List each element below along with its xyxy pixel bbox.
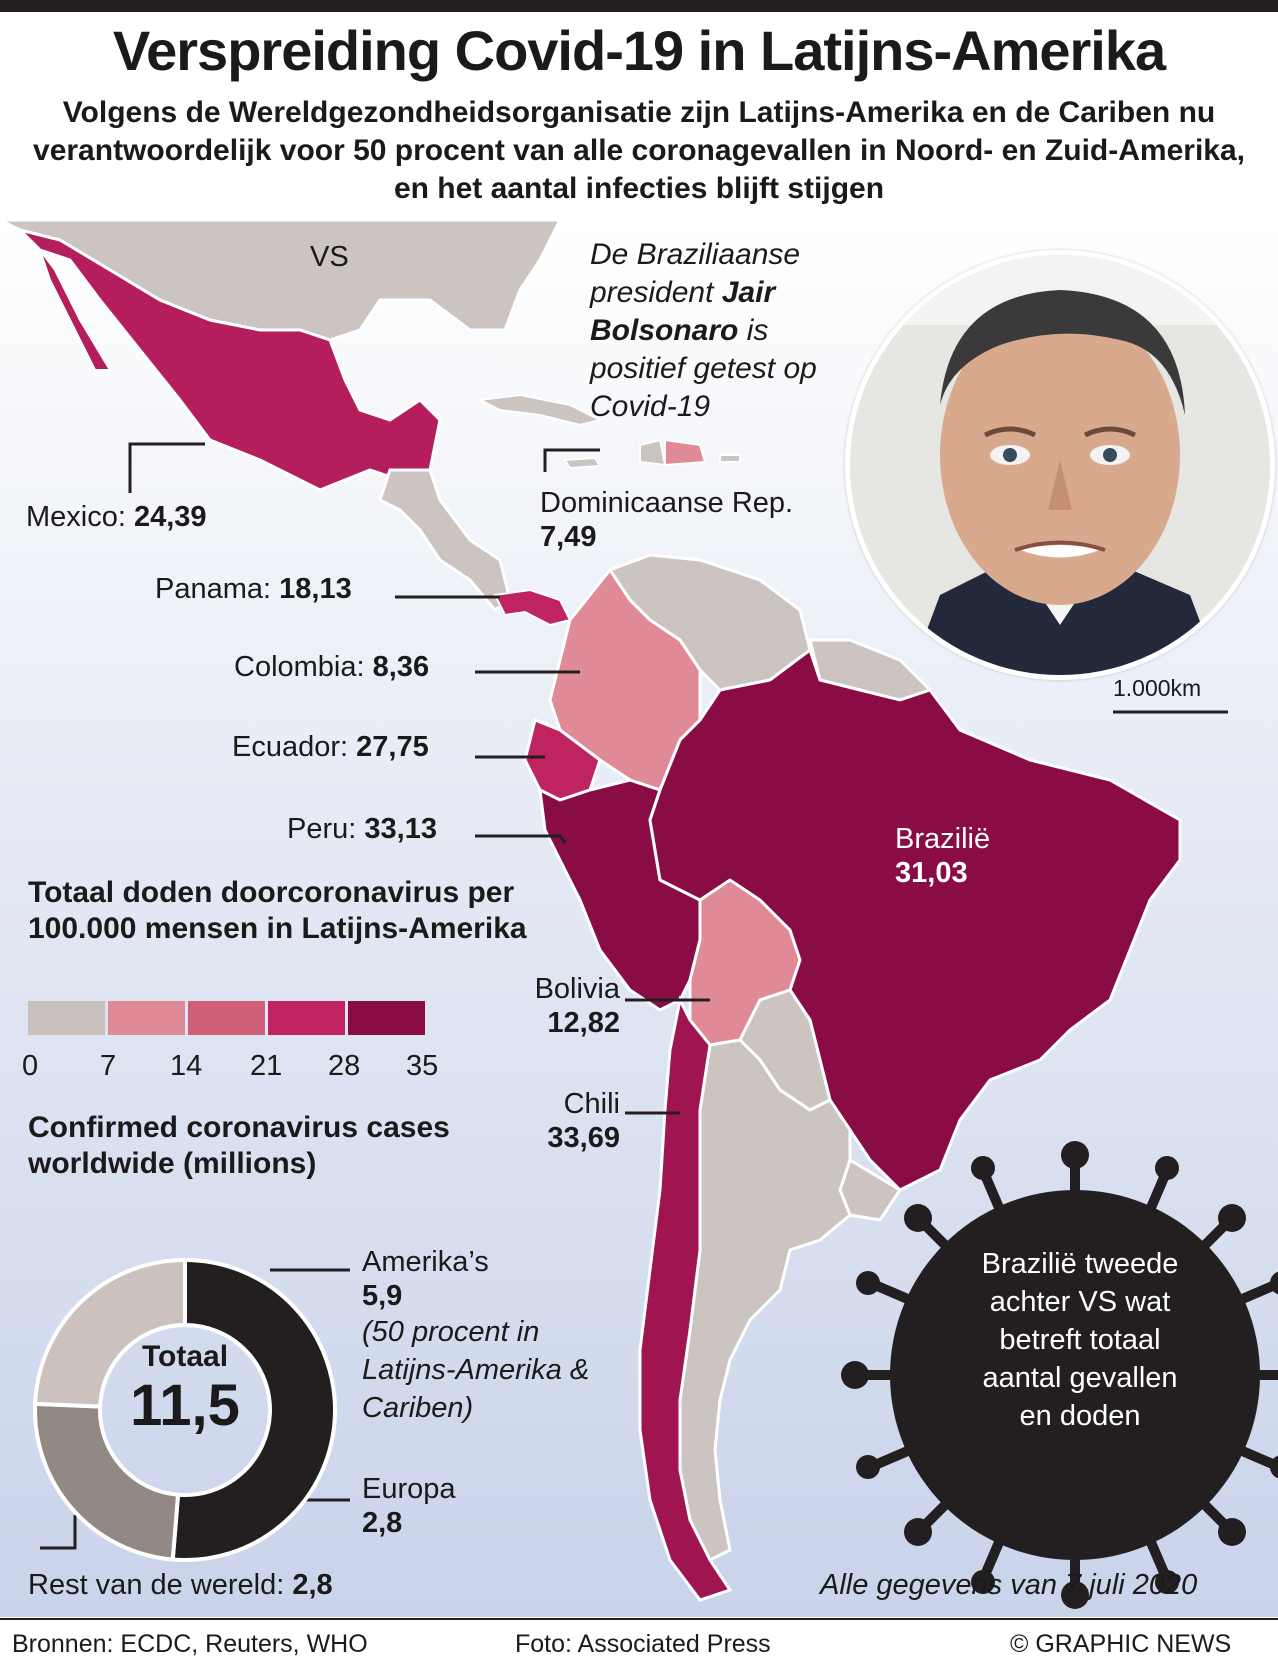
country-value: 18,13 xyxy=(279,573,352,605)
legend-tick: 28 xyxy=(328,1050,361,1082)
country-value: 31,03 xyxy=(895,857,968,889)
country-value: 33,69 xyxy=(547,1122,620,1154)
footer-sources: Bronnen: ECDC, Reuters, WHO xyxy=(12,1630,368,1658)
legend-tick: 14 xyxy=(170,1050,203,1082)
donut-segment xyxy=(33,1257,187,1409)
map-jamaica xyxy=(563,456,602,470)
caption-name: Jair Bolsonaro xyxy=(590,276,776,347)
country-name: Bolivia xyxy=(534,973,620,1005)
latin-america-map xyxy=(0,220,1278,1609)
caption-part2: is positief getest op Covid-19 xyxy=(590,314,817,423)
country-value: 7,49 xyxy=(540,521,597,553)
donut-center-label: Totaal 11,5 xyxy=(110,1340,260,1438)
segment-value: 2,8 xyxy=(362,1507,403,1539)
label-americas: Amerika’s 5,9 (50 procent in Latijns-Ame… xyxy=(362,1245,602,1427)
virus-callout-text: Brazilië tweede achter VS wat betreft to… xyxy=(981,1248,1179,1432)
map-cuba xyxy=(476,393,603,427)
segment-note: (50 procent in Latijns-Amerika & Cariben… xyxy=(362,1316,590,1424)
page-subtitle: Volgens de Wereldgezondheidsorganisatie … xyxy=(33,96,1245,205)
legend-swatch xyxy=(108,1001,185,1035)
country-value: 33,13 xyxy=(364,813,437,845)
legend-tick: 7 xyxy=(100,1050,117,1082)
country-value: 27,75 xyxy=(356,731,429,763)
label-peru: Peru: 33,13 xyxy=(287,812,437,846)
country-name: Dominicaanse Rep. xyxy=(540,487,794,519)
legend-swatch xyxy=(188,1001,265,1035)
segment-name: Europa xyxy=(362,1473,456,1505)
country-name: Panama: xyxy=(155,573,272,605)
legend-tick: 21 xyxy=(250,1050,283,1082)
legend-swatch xyxy=(28,1001,105,1035)
president-photo xyxy=(845,250,1275,680)
label-panama: Panama: 18,13 xyxy=(155,572,352,606)
country-value: 24,39 xyxy=(133,501,207,533)
legend-color-scale xyxy=(28,1001,425,1035)
map-panama xyxy=(493,588,572,627)
top-rule xyxy=(0,0,1278,12)
segment-name: Rest van de wereld: xyxy=(28,1569,285,1601)
country-name: Peru: xyxy=(287,813,357,845)
map-haiti xyxy=(639,438,667,467)
portrait-illustration xyxy=(850,255,1270,675)
country-value: 12,82 xyxy=(547,1007,620,1039)
country-name: Ecuador: xyxy=(232,731,349,763)
cases-donut-chart xyxy=(33,1257,337,1562)
country-name: Mexico: xyxy=(26,501,126,533)
legend-swatch xyxy=(268,1001,345,1035)
label-bolivia: Bolivia 12,82 xyxy=(500,972,620,1040)
map-chile xyxy=(638,995,733,1602)
label-ecuador: Ecuador: 27,75 xyxy=(232,730,429,764)
cases-title: Confirmed coronavirus cases worldwide (m… xyxy=(28,1111,450,1180)
label-brazil: Brazilië 31,03 xyxy=(895,822,990,890)
country-value: 8,36 xyxy=(372,651,430,683)
label-rest-of-world: Rest van de wereld: 2,8 xyxy=(28,1568,333,1602)
page-title: Verspreiding Covid-19 in Latijns-Amerika xyxy=(112,19,1166,82)
virus-graphic xyxy=(841,1141,1278,1609)
donut-segment xyxy=(170,1257,337,1562)
map-baja xyxy=(39,249,112,371)
label-dominican-rep: Dominicaanse Rep. 7,49 xyxy=(540,486,793,554)
label-usa: VS xyxy=(310,241,349,273)
segment-value: 5,9 xyxy=(362,1280,403,1312)
date-note: Alle gegevens van 7 juli 2020 xyxy=(820,1569,1198,1601)
label-mexico: Mexico: 24,39 xyxy=(26,500,207,534)
legend-tick: 35 xyxy=(406,1050,439,1082)
map-argentina xyxy=(678,1038,852,1563)
label-colombia: Colombia: 8,36 xyxy=(234,650,429,684)
country-name: Colombia: xyxy=(234,651,365,683)
photo-caption: De Braziliaanse president Jair Bolsonaro… xyxy=(590,236,840,426)
country-name: Brazilië xyxy=(895,823,991,855)
footer-credit: © GRAPHIC NEWS xyxy=(1010,1630,1232,1658)
footer: Bronnen: ECDC, Reuters, WHO Foto: Associ… xyxy=(0,1618,1278,1669)
map-central-america xyxy=(378,468,512,612)
total-label: Totaal xyxy=(141,1340,229,1373)
legend-swatch xyxy=(348,1001,425,1035)
map-puerto-rico xyxy=(719,454,741,463)
donut-segment xyxy=(33,1401,181,1562)
map-dominican-rep xyxy=(664,438,707,467)
segment-value: 2,8 xyxy=(292,1569,333,1601)
map-mexico xyxy=(15,227,442,492)
legend-tick: 0 xyxy=(22,1050,39,1082)
country-name: Chili xyxy=(563,1088,620,1120)
segment-name: Amerika’s xyxy=(362,1246,489,1278)
total-value: 11,5 xyxy=(130,1373,240,1438)
label-europe: Europa 2,8 xyxy=(362,1472,456,1540)
footer-photo-credit: Foto: Associated Press xyxy=(515,1630,771,1658)
caption-part1: De Braziliaanse president xyxy=(590,238,801,309)
legend-title: Totaal doden doorcoronavirus per 100.000… xyxy=(28,876,527,945)
scale-label: 1.000km xyxy=(1113,675,1202,701)
label-chile: Chili 33,69 xyxy=(500,1087,620,1155)
